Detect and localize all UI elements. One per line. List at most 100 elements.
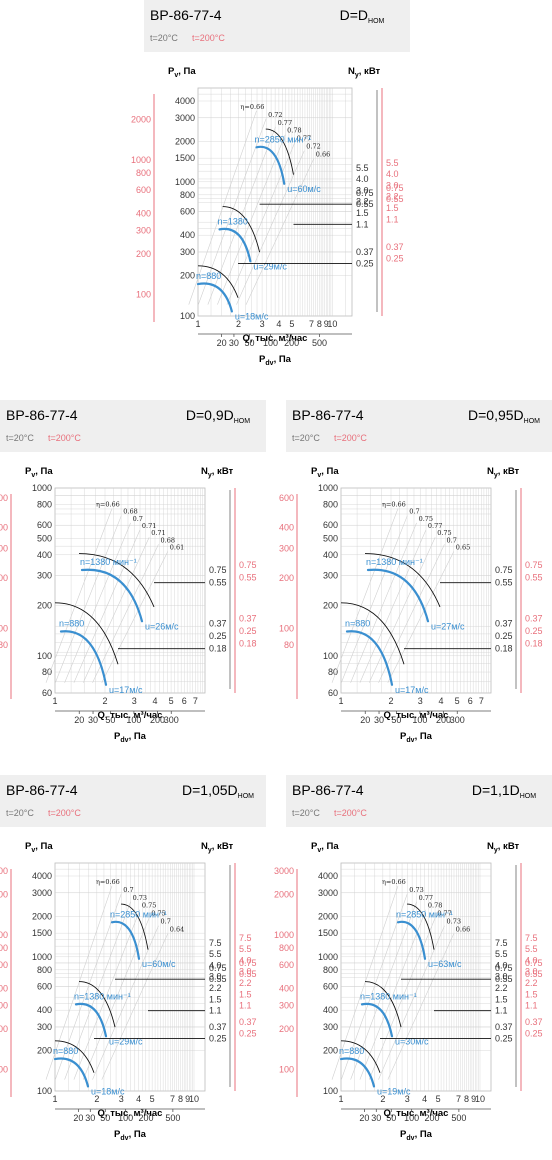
x-tick-label: 5: [289, 319, 294, 329]
y-tick-label: 100: [323, 651, 338, 661]
x-tick-label: 7: [456, 1094, 461, 1104]
pdv-tick-label: 500: [165, 1113, 180, 1123]
red-y-tick-label: 100: [279, 624, 294, 634]
efficiency-lines: η=0.660.730.770.780.770.730.66: [331, 878, 470, 1080]
pressure-curve: [222, 206, 261, 253]
y-tick-label: 3000: [32, 888, 52, 898]
red-y-tick-label: 1000: [131, 155, 151, 165]
duty-curve: [396, 920, 427, 960]
y-tick-label: 80: [328, 667, 338, 677]
red-y-tick-label: 300: [279, 1000, 294, 1010]
y-tick-label: 100: [37, 1086, 52, 1096]
efficiency-label: η=0.66: [96, 501, 120, 509]
red-y-tick-label: 200: [0, 1024, 8, 1034]
temp-normal-label: t=20°C: [150, 33, 178, 43]
power-hot-label: 0.25: [525, 626, 543, 636]
efficiency-label: 0.66: [456, 926, 470, 934]
power-hot-label: 1.5: [239, 989, 252, 999]
pdv-tick-label: 20: [74, 715, 84, 725]
power-nominal-label: 0.25: [209, 1033, 227, 1043]
chart-header: [144, 0, 410, 52]
efficiency-line: [92, 544, 159, 683]
red-y-tick-label: 600: [0, 960, 8, 970]
power-hot-label: 0.37: [239, 1017, 257, 1027]
y-tick-label: 1000: [175, 177, 195, 187]
red-y-tick-label: 3000: [274, 866, 294, 876]
pdv-tick-label: 300: [164, 715, 179, 725]
power-hot-label: 5.5: [239, 944, 252, 954]
efficiency-label: 0.7: [447, 536, 457, 544]
y-right-title: Ny, кВт: [487, 466, 520, 479]
chart-panel-1: ВР-86-77-4 D=DНОМ t=20°C t=200°C Pv, Па Ny, к…: [131, 0, 410, 367]
x-tick-label: 3: [119, 1094, 124, 1104]
x-tick-label: 5: [169, 696, 174, 706]
efficiency-label: 0.72: [306, 143, 320, 151]
x-tick-label: 2: [102, 696, 107, 706]
pdv-axis-title: Pdv, Па: [400, 1129, 433, 1142]
pressure-curve: [406, 903, 435, 950]
efficiency-label: 0.71: [142, 522, 156, 530]
speed-curve-1: n=2850 мин⁻¹u=63м/с7.5 7.55.5 5.54.0 4.03.0…: [396, 903, 538, 1016]
x-tick-label: 9: [324, 319, 329, 329]
x-axis-title: Q, тыс. м³/час: [243, 333, 308, 344]
speed-label: n=1380 мин⁻¹: [366, 557, 423, 567]
x-tick-label: 4: [422, 1094, 427, 1104]
x-tick-label: 1: [52, 1094, 57, 1104]
power-hot-label: 1.1: [525, 1001, 538, 1011]
y-tick-label: 300: [323, 1022, 338, 1032]
diameter-label: D=0,9DНОМ: [186, 407, 250, 425]
x-tick-label: 3: [132, 696, 137, 706]
efficiency-line: [73, 529, 141, 683]
red-y-tick-label: 80: [284, 640, 294, 650]
efficiency-label: 0.7: [161, 918, 171, 926]
power-nominal-label: 0.18: [209, 644, 227, 654]
x-tick-label: 2: [388, 696, 393, 706]
efficiency-lines: η=0.660.680.70.710.710.680.61: [45, 501, 184, 683]
red-y-tick-label: 800: [0, 943, 8, 953]
efficiency-label: 0.64: [170, 926, 184, 934]
power-nominal-label: 0.37: [356, 247, 374, 257]
x-axis-title: Q, тыс. м³/час: [384, 710, 449, 721]
duty-curve: [59, 630, 108, 686]
power-nominal-label: 7.5: [495, 938, 508, 948]
model-title: ВР-86-77-4: [150, 7, 222, 23]
efficiency-label: η=0.66: [241, 103, 265, 111]
red-y-tick-label: 400: [0, 523, 8, 533]
model-title: ВР-86-77-4: [6, 407, 78, 423]
power-hot-label: 0.18: [239, 639, 257, 649]
temp-hot-label: t=200°C: [48, 433, 81, 443]
power-hot-label: 0.55: [239, 969, 257, 979]
efficiency-label: 0.73: [447, 918, 461, 926]
x-tick-label: 8: [178, 1094, 183, 1104]
efficiency-label: 0.75: [437, 529, 451, 537]
y-tick-label: 2000: [175, 136, 195, 146]
power-hot-label: 4.0: [525, 955, 538, 965]
y-right-title: Ny, кВт: [348, 66, 381, 79]
power-nominal-label: 0.55: [209, 578, 227, 588]
efficiency-line: [188, 110, 257, 305]
red-y-tick-label: 400: [0, 984, 8, 994]
power-hot-label: 4.0: [386, 169, 399, 179]
red-y-tick-label: 300: [0, 544, 8, 554]
x-tick-label: 4: [438, 696, 443, 706]
power-nominal-label: 0.55: [209, 974, 227, 984]
power-hot-label: 0.25: [239, 1028, 257, 1038]
y-tick-label: 500: [323, 534, 338, 544]
y-tick-label: 800: [180, 190, 195, 200]
pdv-tick-label: 50: [105, 715, 115, 725]
y-tick-label: 1000: [318, 483, 338, 493]
chart-header: [286, 400, 552, 452]
y-tick-label: 3000: [318, 888, 338, 898]
pdv-tick-label: 100: [263, 338, 278, 348]
power-hot-label: 0.75: [239, 560, 257, 570]
x-tick-label: 3: [405, 1094, 410, 1104]
red-y-tick-label: 200: [136, 249, 151, 259]
x-tick-label: 7: [309, 319, 314, 329]
power-hot-label: 0.37: [239, 613, 257, 623]
power-hot-label: 0.75: [525, 958, 543, 968]
red-y-tick-label: 400: [136, 209, 151, 219]
temp-normal-label: t=20°C: [292, 433, 320, 443]
chart-header: [0, 400, 266, 452]
efficiency-line: [359, 529, 427, 683]
